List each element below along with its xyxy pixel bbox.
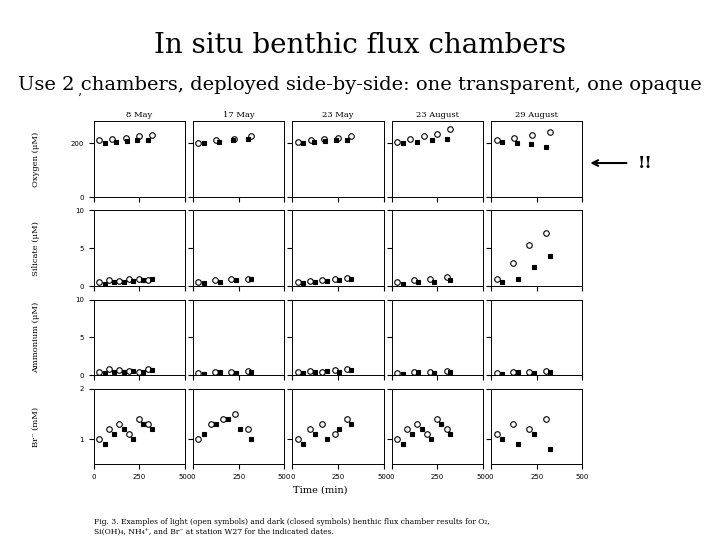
Text: 23 May: 23 May	[323, 111, 354, 119]
Text: Br⁻ (mM): Br⁻ (mM)	[32, 407, 40, 447]
Text: Oxygen (μM): Oxygen (μM)	[32, 132, 40, 187]
Text: ’: ’	[77, 92, 81, 105]
Text: 8 May: 8 May	[126, 111, 153, 119]
Text: 29 August: 29 August	[516, 111, 558, 119]
Text: 17 May: 17 May	[223, 111, 254, 119]
Text: In situ benthic flux chambers: In situ benthic flux chambers	[154, 32, 566, 59]
Text: Silicate (μM): Silicate (μM)	[32, 221, 40, 276]
Text: !!: !!	[638, 154, 652, 172]
Text: Fig. 3. Examples of light (open symbols) and dark (closed symbols) benthic flux : Fig. 3. Examples of light (open symbols)…	[94, 518, 490, 536]
Text: Ammonium (μM): Ammonium (μM)	[32, 302, 40, 373]
Text: 23 August: 23 August	[416, 111, 459, 119]
Text: Use 2 chambers, deployed side-by-side: one transparent, one opaque: Use 2 chambers, deployed side-by-side: o…	[18, 76, 702, 93]
Text: Time (min): Time (min)	[293, 486, 348, 495]
